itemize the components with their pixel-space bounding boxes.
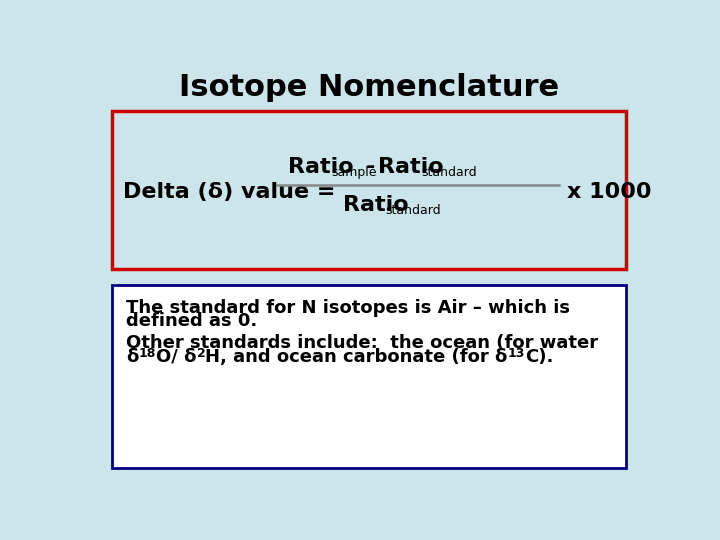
Text: Ratio: Ratio (343, 195, 408, 215)
Text: H, and ocean carbonate (for δ: H, and ocean carbonate (for δ (205, 348, 508, 366)
Text: Isotope Nomenclature: Isotope Nomenclature (179, 73, 559, 102)
Text: Delta (δ) value =: Delta (δ) value = (124, 181, 336, 201)
Text: Other standards include:  the ocean (for water: Other standards include: the ocean (for … (126, 334, 598, 353)
Text: sample: sample (331, 166, 377, 179)
Text: 2: 2 (197, 347, 205, 360)
Text: standard: standard (421, 166, 477, 179)
Text: x 1000: x 1000 (567, 181, 652, 201)
Text: δ: δ (126, 348, 139, 366)
Text: Ratio: Ratio (378, 157, 444, 177)
Text: The standard for N isotopes is Air – which is: The standard for N isotopes is Air – whi… (126, 299, 570, 317)
FancyBboxPatch shape (112, 111, 626, 268)
Text: defined as 0.: defined as 0. (126, 312, 258, 329)
Text: 18: 18 (139, 347, 156, 360)
Text: 13: 13 (508, 347, 525, 360)
Text: -: - (366, 157, 376, 177)
Text: O/ δ: O/ δ (156, 348, 197, 366)
Text: standard: standard (386, 204, 441, 217)
Text: C).: C). (525, 348, 554, 366)
Text: Ratio: Ratio (288, 157, 354, 177)
FancyBboxPatch shape (112, 285, 626, 468)
